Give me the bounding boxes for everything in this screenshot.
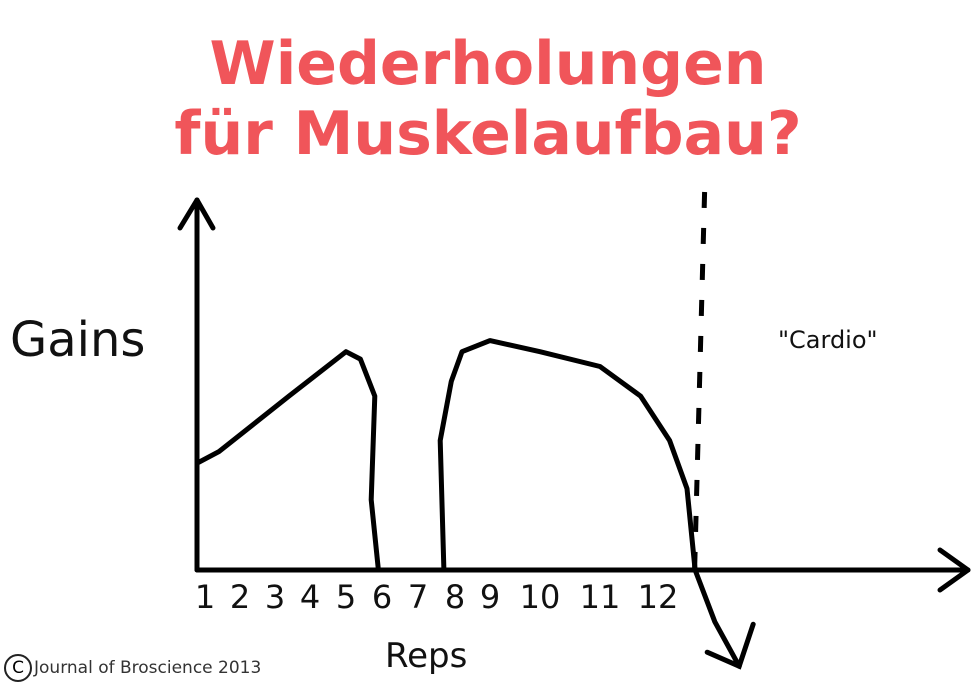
x-tick-label: 1: [194, 578, 216, 616]
cardio-annotation: "Cardio": [778, 326, 878, 354]
y-axis-label: Gains: [10, 312, 146, 368]
x-tick-label: 8: [444, 578, 466, 616]
series-arrowhead: [704, 621, 756, 670]
credit-text: Journal of Broscience 2013: [34, 658, 262, 678]
x-tick-label: 4: [299, 578, 321, 616]
series-line-1: [195, 349, 381, 573]
x-tick-label: 7: [407, 578, 429, 616]
title-line-1: Wiederholungen: [209, 29, 767, 99]
series-line-2: [437, 338, 742, 669]
x-tick-label: 10: [519, 578, 561, 616]
x-tick-label: 9: [479, 578, 501, 616]
x-tick-label: 5: [335, 578, 357, 616]
axes: [177, 197, 971, 593]
x-axis-arrow: [937, 547, 971, 593]
copyright-icon: C: [4, 654, 32, 682]
y-axis-arrow: [177, 197, 216, 231]
x-tick-label: 12: [637, 578, 679, 616]
cardio-threshold-line: [692, 191, 708, 571]
x-tick-label: 6: [371, 578, 393, 616]
x-tick-label: 11: [579, 578, 621, 616]
x-tick-label: 3: [264, 578, 286, 616]
x-tick-label: 2: [229, 578, 251, 616]
x-axis-label: Reps: [385, 636, 468, 676]
title-line-2: für Muskelaufbau?: [174, 99, 802, 169]
